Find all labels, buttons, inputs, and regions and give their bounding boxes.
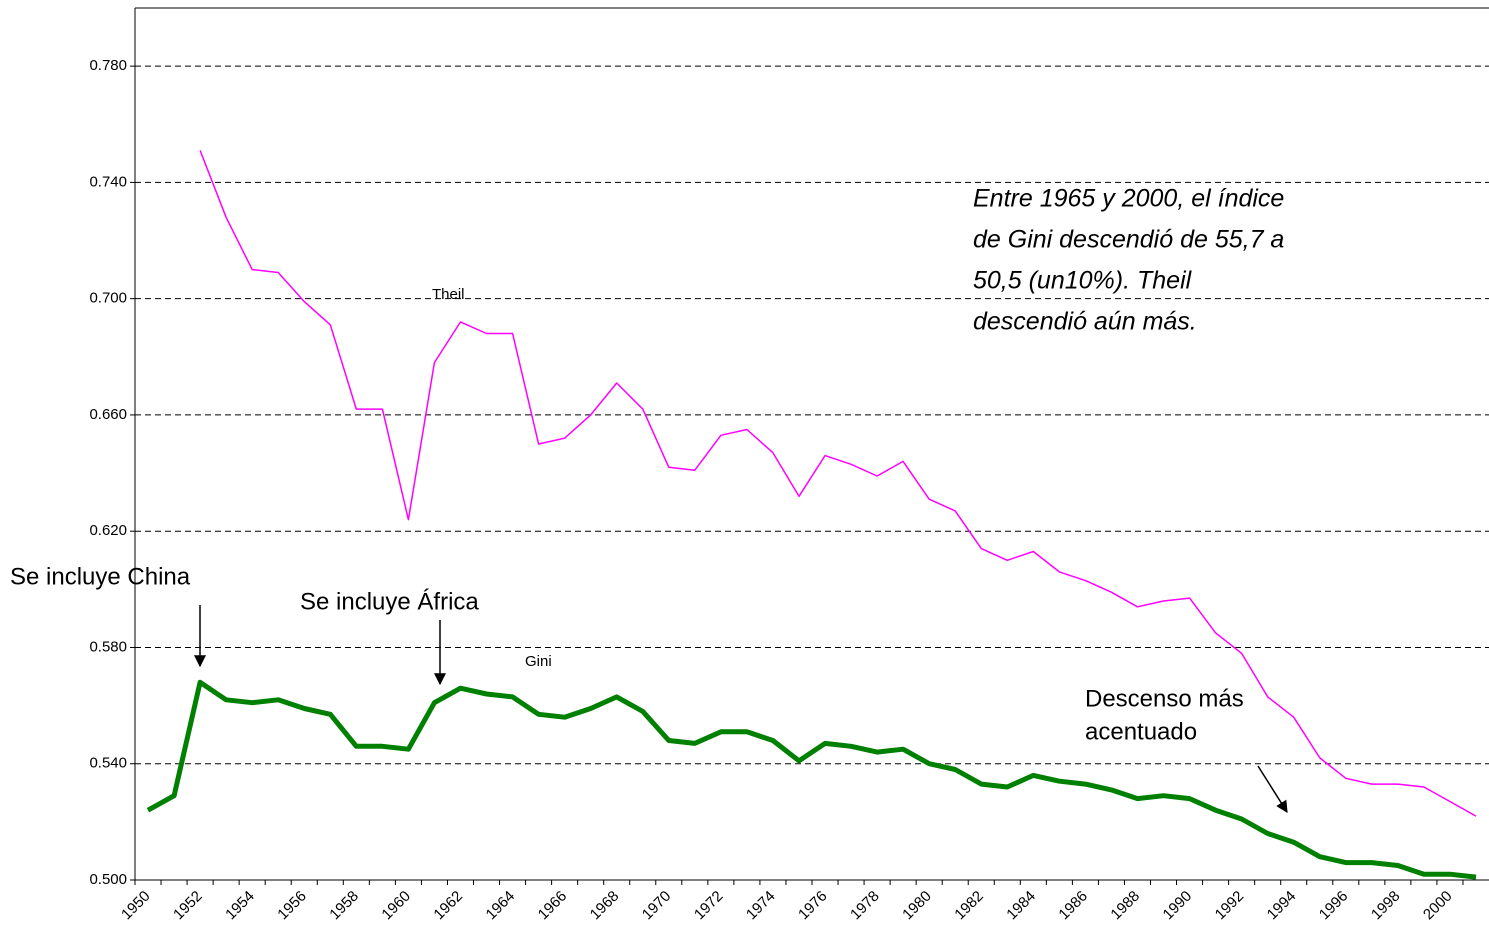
y-tick-label: 0.500 [89,871,127,888]
x-tick-label: 1950 [118,888,154,924]
annotation: Descenso más [1085,685,1244,712]
x-tick-label: 1952 [170,888,206,924]
x-tick-label: 1974 [743,888,779,924]
note: Entre 1965 y 2000, el índice [973,185,1284,213]
annotation: acentuado [1085,718,1197,745]
arrow [1257,765,1288,814]
x-tick-label: 1958 [326,888,362,924]
series-line [199,150,1477,817]
x-tick-label: 1984 [1003,888,1039,924]
note: descendió aún más. [973,308,1197,336]
x-tick-label: 1978 [847,888,883,924]
y-tick-label: 0.740 [89,173,127,190]
x-tick-label: 1970 [639,888,675,924]
note: 50,5 (un10%). Theil [973,267,1193,295]
y-tick-label: 0.700 [89,290,127,307]
x-tick-label: 1962 [430,888,466,924]
x-tick-label: 1994 [1264,888,1300,924]
note: de Gini descendió de 55,7 a [973,226,1284,254]
x-tick-label: 1976 [795,888,831,924]
y-tick-label: 0.580 [89,638,127,655]
x-tick-label: 1982 [951,888,987,924]
x-tick-label: 1968 [587,888,623,924]
annotation: Se incluye China [10,563,191,590]
series-line [146,679,1477,880]
x-tick-label: 1986 [1055,888,1091,924]
x-tick-label: 1980 [899,888,935,924]
series-label: Theil [432,286,465,303]
x-tick-label: 1964 [483,888,519,924]
x-tick-label: 1992 [1212,888,1248,924]
x-tick-label: 1996 [1316,888,1352,924]
series-label: Gini [525,653,552,670]
x-tick-label: 2000 [1420,888,1456,924]
x-tick-label: 1972 [691,888,727,924]
y-tick-label: 0.780 [89,57,127,74]
annotation: Se incluye África [300,588,479,615]
x-tick-label: 1960 [378,888,414,924]
y-tick-label: 0.620 [89,522,127,539]
x-tick-label: 1990 [1160,888,1196,924]
x-tick-label: 1998 [1368,888,1404,924]
y-tick-label: 0.540 [89,755,127,772]
y-tick-label: 0.660 [89,406,127,423]
x-tick-label: 1988 [1107,888,1143,924]
x-tick-label: 1954 [222,888,258,924]
x-tick-label: 1956 [274,888,310,924]
x-tick-label: 1966 [535,888,571,924]
